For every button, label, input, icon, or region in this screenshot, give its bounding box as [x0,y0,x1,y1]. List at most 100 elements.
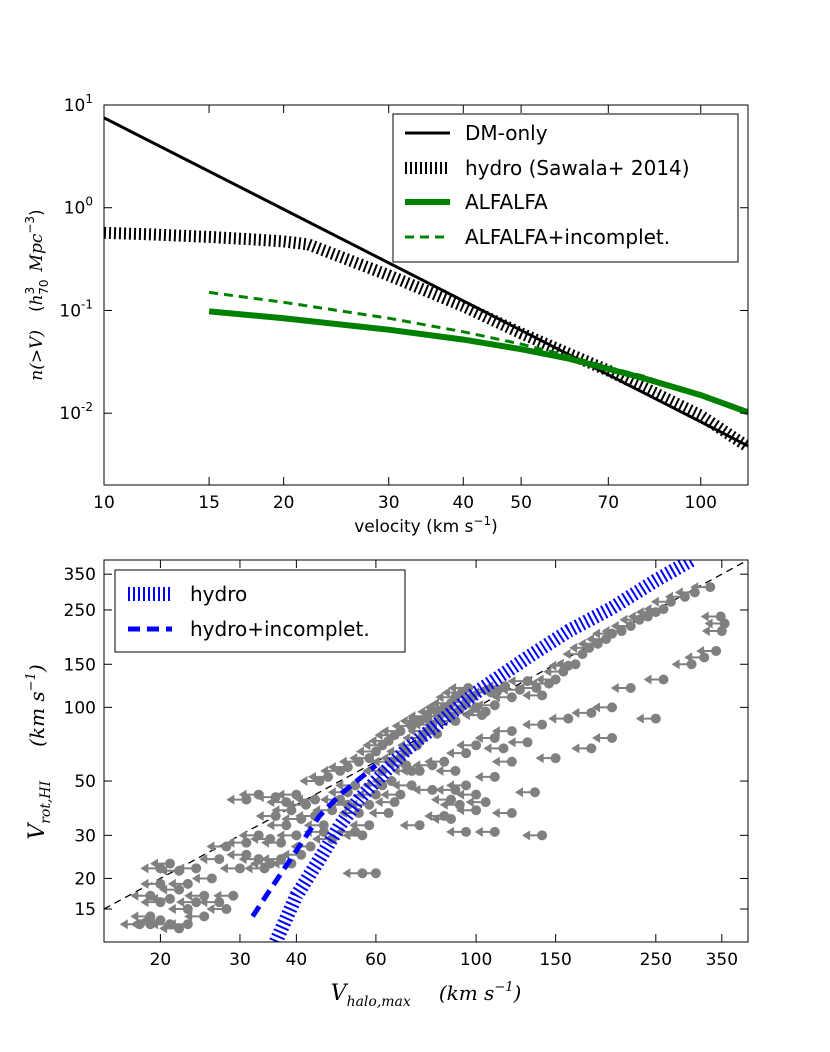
data-point [506,808,517,819]
upper-limit-arrow-head [159,865,168,876]
data-point [276,837,287,848]
data-point [383,808,394,819]
legend-hydro2-inc-label: hydro+incomplet. [190,617,370,641]
data-point [182,904,193,915]
upper-limit-arrow-head [456,789,465,800]
upper-limit-arrow-head [474,732,483,743]
upper-limit-arrow-head [199,897,208,908]
upper-limit-arrow-head [571,743,580,754]
upper-limit-arrow-head [491,726,500,737]
upper-limit-arrow-head [374,730,383,741]
data-point [206,873,217,884]
upper-limit-arrow-head [299,776,308,787]
upper-limit-arrow-head [380,726,389,737]
data-point [642,611,653,622]
data-point [699,652,710,663]
upper-limit-arrow-head [140,878,149,889]
data-point [364,799,375,810]
upper-limit-arrow-head [399,715,408,726]
upper-limit-arrow-head [535,674,544,685]
upper-limit-arrow-head [119,919,128,930]
upper-limit-arrow-head [507,737,516,748]
upper-limit-arrow-head [184,911,193,922]
upper-limit-arrow-head [474,771,483,782]
upper-limit-arrow-head [619,614,628,625]
upper-limit-arrow-head [391,765,400,776]
upper-limit-arrow-head [368,808,377,819]
top-y-tick-label: 10-2 [59,400,93,424]
bottom-plot-frame [103,559,749,943]
upper-limit-arrow-head [219,863,228,874]
data-point [506,726,517,737]
data-point [529,787,540,798]
data-point [489,771,500,782]
upper-limit-arrow-head [130,919,139,930]
data-point [471,789,482,800]
top-y-axis-title: n(>V)(h370Mpc−3) [23,209,51,380]
data-point [522,737,533,748]
upper-limit-arrow-head [391,780,400,791]
upper-limit-arrow-head [435,784,444,795]
data-point [506,756,517,767]
upper-limit-arrow-head [435,692,444,703]
legend-hydro2-label: hydro [190,582,247,606]
upper-limit-arrow-head [610,682,619,693]
top-series-layer [104,116,748,452]
upper-limit-arrow-head [140,897,149,908]
data-point [414,715,425,726]
upper-limit-arrow-head [601,626,610,637]
upper-limit-arrow-head [592,732,601,743]
top-x-tick-label: 10 [93,493,115,513]
data-point [537,830,548,841]
bottom-x-tick-label: 250 [640,950,672,970]
upper-limit-arrow-head [342,868,351,879]
data-point [686,659,697,670]
upper-limit-arrow-head [281,813,290,824]
data-point [584,642,595,653]
upper-limit-arrow-head [374,797,383,808]
data-point [607,702,618,713]
upper-limit-arrow-head [627,611,636,622]
upper-limit-arrow-head [456,740,465,751]
bottom-y-ticks: 15 20 30 50 100 150 250 350 [64,565,748,920]
upper-limit-arrow-head [491,808,500,819]
data-point [715,611,726,622]
data-point [377,780,388,791]
data-point [450,715,461,726]
top-y-tick-label: 101 [64,92,93,116]
upper-limit-arrow-head [674,587,683,598]
upper-limit-arrow-head [412,784,421,795]
data-point [318,820,329,831]
upper-limit-arrow-head [701,626,710,637]
top-plot-frame [103,104,749,486]
upper-limit-arrow-head [446,826,455,837]
upper-limit-arrow-head [255,810,264,821]
upper-limit-arrow-head [261,837,270,848]
data-point [270,792,281,803]
data-point [414,820,425,831]
data-point [537,690,548,701]
upper-limit-arrow-head [338,756,347,767]
data-point [214,854,225,865]
upper-limit-arrow-head [571,707,580,718]
bottom-y-tick-label: 15 [74,900,96,920]
upper-limit-arrow-head [700,611,709,622]
data-point [164,893,175,904]
upper-limit-arrow-head [650,596,659,607]
upper-limit-arrow-head [320,765,329,776]
data-point [563,713,574,724]
upper-limit-arrow-head [159,923,168,934]
data-point [305,841,316,852]
data-point [370,746,381,757]
upper-limit-arrow-head [368,735,377,746]
upper-limit-arrow-head [577,638,586,649]
data-point [650,713,661,724]
data-point [550,674,561,685]
upper-limit-arrow-head [690,582,699,593]
upper-limit-arrow-head [320,794,329,805]
upper-limit-arrow-head [206,841,215,852]
upper-limit-arrow-head [276,789,285,800]
data-point [480,706,491,717]
data-point [480,797,491,808]
data-point [310,794,321,805]
